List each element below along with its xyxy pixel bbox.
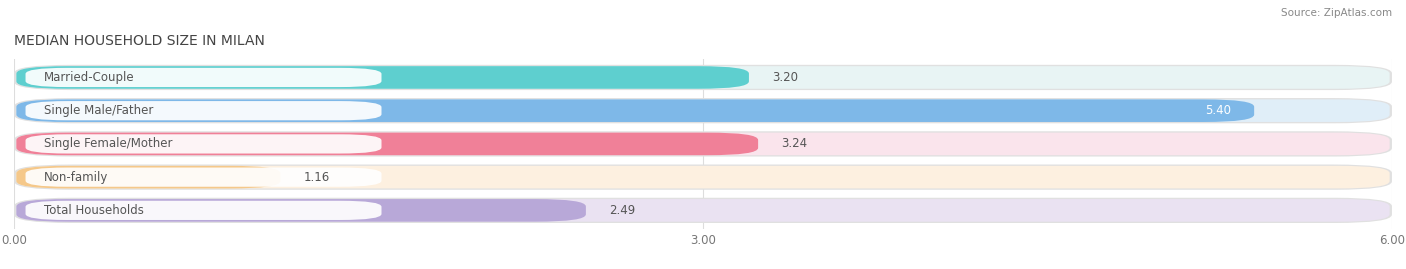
FancyBboxPatch shape: [14, 65, 1392, 90]
Text: 1.16: 1.16: [304, 171, 329, 184]
Text: 3.24: 3.24: [782, 137, 807, 150]
FancyBboxPatch shape: [25, 168, 381, 187]
FancyBboxPatch shape: [14, 198, 1392, 223]
Text: Non-family: Non-family: [44, 171, 108, 184]
FancyBboxPatch shape: [17, 66, 749, 89]
Text: Source: ZipAtlas.com: Source: ZipAtlas.com: [1281, 8, 1392, 18]
FancyBboxPatch shape: [17, 166, 280, 189]
FancyBboxPatch shape: [17, 166, 1389, 189]
Text: Married-Couple: Married-Couple: [44, 71, 135, 84]
Text: 2.49: 2.49: [609, 204, 636, 217]
FancyBboxPatch shape: [14, 131, 1392, 157]
Text: 3.20: 3.20: [772, 71, 797, 84]
FancyBboxPatch shape: [25, 68, 381, 87]
FancyBboxPatch shape: [25, 201, 381, 220]
FancyBboxPatch shape: [17, 199, 1389, 222]
FancyBboxPatch shape: [17, 133, 758, 155]
FancyBboxPatch shape: [17, 66, 1389, 89]
FancyBboxPatch shape: [17, 99, 1254, 122]
Text: Single Female/Mother: Single Female/Mother: [44, 137, 173, 150]
Text: MEDIAN HOUSEHOLD SIZE IN MILAN: MEDIAN HOUSEHOLD SIZE IN MILAN: [14, 34, 264, 48]
Text: Total Households: Total Households: [44, 204, 143, 217]
FancyBboxPatch shape: [14, 165, 1392, 190]
FancyBboxPatch shape: [17, 99, 1389, 122]
FancyBboxPatch shape: [14, 98, 1392, 123]
FancyBboxPatch shape: [25, 101, 381, 120]
FancyBboxPatch shape: [17, 199, 586, 222]
FancyBboxPatch shape: [25, 134, 381, 154]
Text: 5.40: 5.40: [1205, 104, 1232, 117]
Text: Single Male/Father: Single Male/Father: [44, 104, 153, 117]
FancyBboxPatch shape: [17, 133, 1389, 155]
